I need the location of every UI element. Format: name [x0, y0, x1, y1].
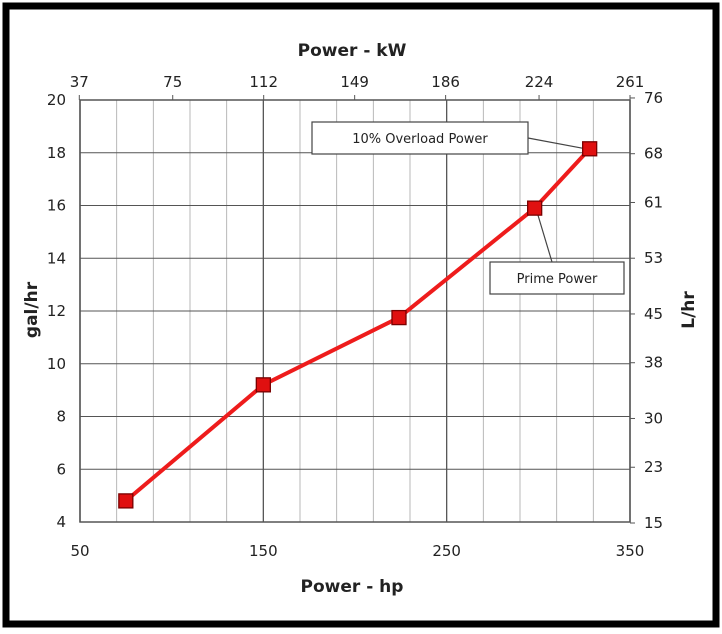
- callout-overload-box: [311, 121, 529, 155]
- callout-overload: 10% Overload Power: [311, 121, 529, 155]
- y-axis-title-left: gal/hr: [22, 281, 42, 338]
- right-tick-label: 15: [644, 514, 663, 532]
- callout-leaders: [527, 137, 586, 263]
- x-tick-label: 150: [249, 542, 278, 560]
- data-point-marker: [118, 493, 134, 509]
- y-tick-label: 18: [47, 144, 66, 162]
- callout-overload-leader: [527, 137, 586, 150]
- right-tick-label: 30: [644, 409, 663, 427]
- y-tick-label: 10: [47, 355, 66, 373]
- top-tick-label: 261: [616, 73, 645, 91]
- top-tick-label: 112: [249, 73, 278, 91]
- right-tick-label: 61: [644, 193, 663, 211]
- data-point-marker: [255, 377, 271, 393]
- y-tick-label: 16: [47, 197, 66, 215]
- top-axis-ticks: 37 75 112 149 186 224 261: [70, 73, 645, 100]
- y-tick-label: 20: [47, 91, 66, 109]
- left-axis-ticks: 4 6 8 10 12 14 16 18 20: [47, 91, 66, 531]
- callout-prime: Prime Power: [489, 261, 625, 295]
- right-tick-label: 23: [644, 458, 663, 476]
- top-tick-label: 186: [431, 73, 460, 91]
- right-tick-label: 68: [644, 145, 663, 163]
- data-point-marker: [582, 141, 598, 157]
- callout-prime-box: [489, 261, 625, 295]
- y-tick-label: 4: [56, 513, 66, 531]
- callout-prime-label: Prime Power: [517, 272, 598, 287]
- x-tick-label: 350: [616, 542, 645, 560]
- series-markers: [118, 141, 598, 509]
- x-tick-label: 50: [70, 542, 89, 560]
- right-tick-label: 45: [644, 305, 663, 323]
- top-tick-label: 75: [163, 73, 182, 91]
- callout-overload-label: 10% Overload Power: [352, 132, 488, 147]
- callout-prime-leader: [537, 213, 553, 263]
- x-tick-label: 250: [432, 542, 461, 560]
- y-tick-label: 14: [47, 249, 66, 267]
- right-tick-label: 53: [644, 249, 663, 267]
- right-tick-label: 38: [644, 354, 663, 372]
- right-tick-label: 76: [644, 89, 663, 107]
- data-point-marker: [527, 200, 543, 216]
- top-tick-label: 37: [70, 73, 89, 91]
- data-point-marker: [391, 309, 407, 326]
- right-axis-ticks: 15 23 30 38 45 53 61 68 76: [630, 89, 663, 532]
- top-tick-label: 149: [340, 73, 369, 91]
- y-tick-label: 6: [56, 460, 66, 478]
- y-axis-title-right: L/hr: [679, 291, 699, 329]
- bottom-axis-ticks: 50 150 250 350: [70, 542, 644, 560]
- y-tick-label: 8: [56, 408, 66, 426]
- top-tick-label: 224: [525, 73, 554, 91]
- x-axis-title-top: Power - kW: [298, 41, 407, 61]
- x-axis-title-bottom: Power - hp: [301, 577, 404, 597]
- y-tick-label: 12: [47, 302, 66, 320]
